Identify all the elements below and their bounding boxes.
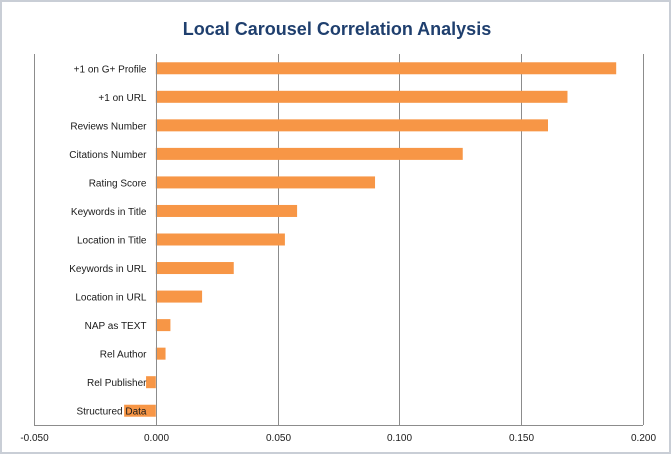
axis-layer bbox=[34, 54, 643, 426]
bar-layer bbox=[124, 62, 617, 417]
x-tick-label: -0.050 bbox=[20, 433, 49, 444]
category-label: NAP as TEXT bbox=[85, 321, 147, 332]
x-tick-label: 0.050 bbox=[266, 433, 291, 444]
category-label: Keywords in URL bbox=[69, 264, 147, 275]
category-label: Rel Publisher bbox=[87, 378, 147, 389]
category-label: Rating Score bbox=[89, 178, 147, 189]
category-label: Structured Data bbox=[76, 407, 146, 418]
chart-title: Local Carousel Correlation Analysis bbox=[183, 19, 491, 39]
label-layer: -0.050 0.000 0.050 0.100 0.150 0.200 +1 on G+ … bbox=[20, 64, 656, 444]
bar bbox=[155, 290, 203, 303]
bar bbox=[155, 262, 234, 275]
category-label: Keywords in Title bbox=[71, 207, 147, 218]
bar bbox=[155, 147, 463, 160]
bar bbox=[155, 233, 285, 246]
x-tick-label: 0.200 bbox=[631, 433, 656, 444]
bar bbox=[155, 62, 617, 75]
bar bbox=[155, 119, 548, 132]
category-label: Reviews Number bbox=[70, 121, 147, 132]
category-label: Rel Author bbox=[100, 350, 147, 361]
category-label: +1 on G+ Profile bbox=[74, 64, 147, 75]
x-tick-label: 0.150 bbox=[509, 433, 534, 444]
bar bbox=[124, 404, 156, 417]
category-label: Location in URL bbox=[75, 293, 147, 304]
bar bbox=[146, 376, 156, 389]
bar bbox=[155, 204, 298, 217]
bar bbox=[155, 176, 376, 189]
category-label: Citations Number bbox=[69, 150, 147, 161]
bar bbox=[155, 90, 568, 103]
x-tick-label: 0.100 bbox=[387, 433, 412, 444]
category-label: Location in Title bbox=[77, 236, 147, 247]
category-label: +1 on URL bbox=[98, 93, 147, 104]
bar bbox=[155, 347, 166, 360]
x-tick-label: 0.000 bbox=[144, 433, 169, 444]
bar bbox=[155, 319, 171, 332]
